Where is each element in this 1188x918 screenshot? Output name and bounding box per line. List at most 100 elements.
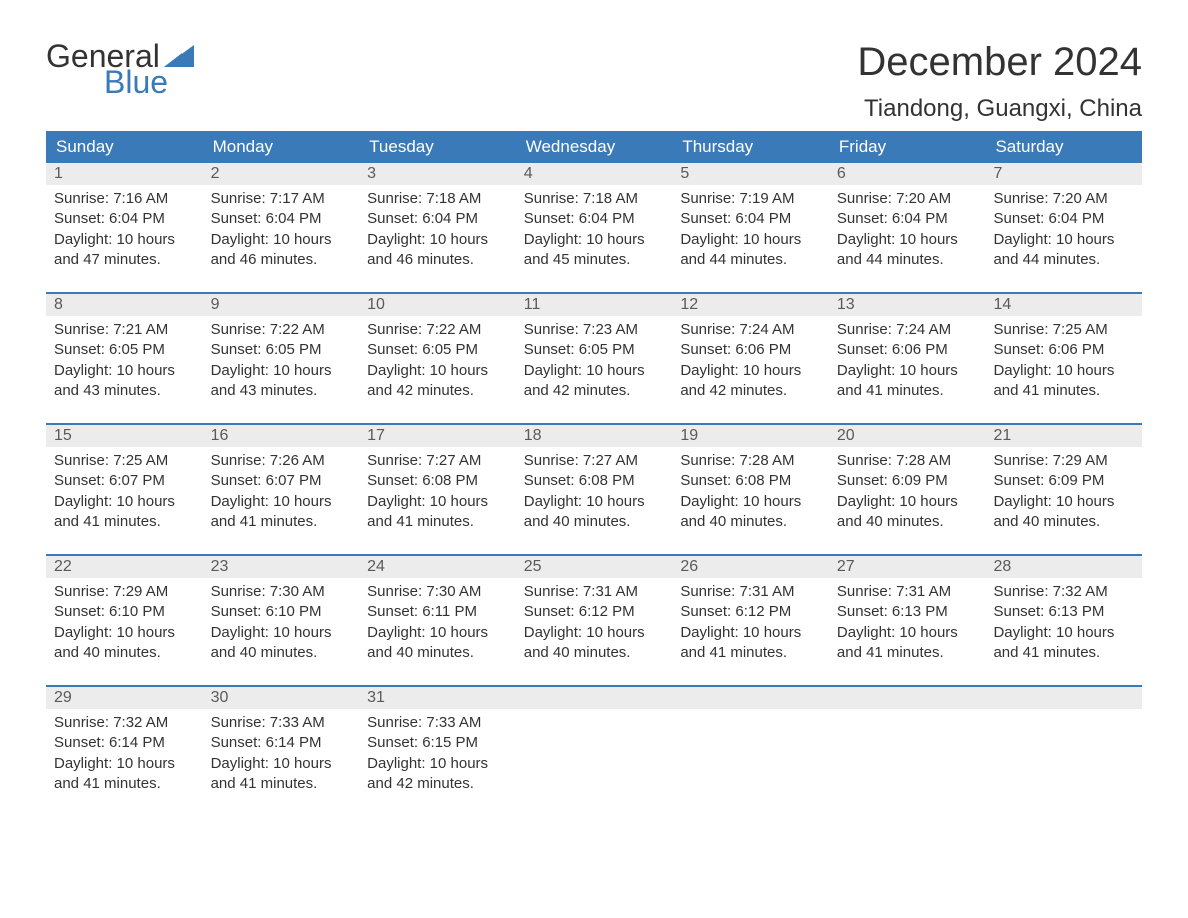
- sunset-text: Sunset: 6:04 PM: [211, 209, 352, 229]
- month-title: December 2024: [857, 40, 1142, 85]
- day-of-week-header: Sunday Monday Tuesday Wednesday Thursday…: [46, 131, 1142, 163]
- daylight-line-2: and 40 minutes.: [524, 643, 665, 663]
- sunset-text: Sunset: 6:14 PM: [54, 733, 195, 753]
- sunset-text: Sunset: 6:06 PM: [680, 340, 821, 360]
- calendar: Sunday Monday Tuesday Wednesday Thursday…: [46, 131, 1142, 802]
- daylight-line-1: Daylight: 10 hours: [837, 623, 978, 643]
- daylight-line-1: Daylight: 10 hours: [367, 361, 508, 381]
- sunset-text: Sunset: 6:06 PM: [837, 340, 978, 360]
- daylight-line-2: and 46 minutes.: [367, 250, 508, 270]
- day-number: 24: [359, 556, 516, 578]
- day-number: 20: [829, 425, 986, 447]
- sunset-text: Sunset: 6:04 PM: [54, 209, 195, 229]
- day-cell: 20Sunrise: 7:28 AMSunset: 6:09 PMDayligh…: [829, 425, 986, 540]
- day-body: Sunrise: 7:33 AMSunset: 6:14 PMDaylight:…: [203, 709, 360, 794]
- daylight-line-2: and 44 minutes.: [837, 250, 978, 270]
- day-number: 15: [46, 425, 203, 447]
- daylight-line-2: and 40 minutes.: [211, 643, 352, 663]
- daylight-line-1: Daylight: 10 hours: [54, 492, 195, 512]
- daylight-line-1: Daylight: 10 hours: [211, 492, 352, 512]
- day-body: Sunrise: 7:20 AMSunset: 6:04 PMDaylight:…: [829, 185, 986, 270]
- day-cell: 16Sunrise: 7:26 AMSunset: 6:07 PMDayligh…: [203, 425, 360, 540]
- sunrise-text: Sunrise: 7:24 AM: [680, 320, 821, 340]
- sunrise-text: Sunrise: 7:30 AM: [211, 582, 352, 602]
- day-body: Sunrise: 7:31 AMSunset: 6:13 PMDaylight:…: [829, 578, 986, 663]
- sunrise-text: Sunrise: 7:31 AM: [837, 582, 978, 602]
- day-cell: 22Sunrise: 7:29 AMSunset: 6:10 PMDayligh…: [46, 556, 203, 671]
- day-cell: 15Sunrise: 7:25 AMSunset: 6:07 PMDayligh…: [46, 425, 203, 540]
- sunrise-text: Sunrise: 7:16 AM: [54, 189, 195, 209]
- day-body: Sunrise: 7:22 AMSunset: 6:05 PMDaylight:…: [359, 316, 516, 401]
- day-number: 6: [829, 163, 986, 185]
- day-cell: 11Sunrise: 7:23 AMSunset: 6:05 PMDayligh…: [516, 294, 673, 409]
- day-cell: 25Sunrise: 7:31 AMSunset: 6:12 PMDayligh…: [516, 556, 673, 671]
- sunrise-text: Sunrise: 7:31 AM: [680, 582, 821, 602]
- day-body: Sunrise: 7:30 AMSunset: 6:11 PMDaylight:…: [359, 578, 516, 663]
- dow-saturday: Saturday: [985, 131, 1142, 163]
- day-cell: [516, 687, 673, 802]
- sunset-text: Sunset: 6:12 PM: [680, 602, 821, 622]
- day-body: Sunrise: 7:33 AMSunset: 6:15 PMDaylight:…: [359, 709, 516, 794]
- day-body: Sunrise: 7:28 AMSunset: 6:08 PMDaylight:…: [672, 447, 829, 532]
- day-number: 19: [672, 425, 829, 447]
- daylight-line-1: Daylight: 10 hours: [367, 230, 508, 250]
- daylight-line-2: and 40 minutes.: [837, 512, 978, 532]
- daylight-line-1: Daylight: 10 hours: [680, 492, 821, 512]
- daylight-line-2: and 41 minutes.: [211, 512, 352, 532]
- sunset-text: Sunset: 6:06 PM: [993, 340, 1134, 360]
- daylight-line-1: Daylight: 10 hours: [367, 623, 508, 643]
- day-number: 5: [672, 163, 829, 185]
- week-row: 29Sunrise: 7:32 AMSunset: 6:14 PMDayligh…: [46, 685, 1142, 802]
- dow-thursday: Thursday: [672, 131, 829, 163]
- daylight-line-2: and 41 minutes.: [993, 381, 1134, 401]
- day-body: Sunrise: 7:23 AMSunset: 6:05 PMDaylight:…: [516, 316, 673, 401]
- day-body: Sunrise: 7:25 AMSunset: 6:07 PMDaylight:…: [46, 447, 203, 532]
- day-body: Sunrise: 7:19 AMSunset: 6:04 PMDaylight:…: [672, 185, 829, 270]
- day-number: 13: [829, 294, 986, 316]
- sunrise-text: Sunrise: 7:27 AM: [367, 451, 508, 471]
- sunset-text: Sunset: 6:12 PM: [524, 602, 665, 622]
- day-cell: 12Sunrise: 7:24 AMSunset: 6:06 PMDayligh…: [672, 294, 829, 409]
- sunrise-text: Sunrise: 7:23 AM: [524, 320, 665, 340]
- sunset-text: Sunset: 6:05 PM: [367, 340, 508, 360]
- day-number: 14: [985, 294, 1142, 316]
- daylight-line-1: Daylight: 10 hours: [993, 361, 1134, 381]
- dow-sunday: Sunday: [46, 131, 203, 163]
- daylight-line-1: Daylight: 10 hours: [211, 361, 352, 381]
- daylight-line-2: and 40 minutes.: [680, 512, 821, 532]
- day-cell: 7Sunrise: 7:20 AMSunset: 6:04 PMDaylight…: [985, 163, 1142, 278]
- daylight-line-2: and 40 minutes.: [367, 643, 508, 663]
- day-body: Sunrise: 7:24 AMSunset: 6:06 PMDaylight:…: [672, 316, 829, 401]
- day-cell: 21Sunrise: 7:29 AMSunset: 6:09 PMDayligh…: [985, 425, 1142, 540]
- daylight-line-2: and 41 minutes.: [837, 643, 978, 663]
- day-cell: 17Sunrise: 7:27 AMSunset: 6:08 PMDayligh…: [359, 425, 516, 540]
- daylight-line-1: Daylight: 10 hours: [524, 230, 665, 250]
- sunset-text: Sunset: 6:04 PM: [524, 209, 665, 229]
- sunset-text: Sunset: 6:13 PM: [993, 602, 1134, 622]
- daylight-line-1: Daylight: 10 hours: [211, 623, 352, 643]
- daylight-line-2: and 42 minutes.: [680, 381, 821, 401]
- day-body: Sunrise: 7:16 AMSunset: 6:04 PMDaylight:…: [46, 185, 203, 270]
- day-number: 17: [359, 425, 516, 447]
- daylight-line-2: and 40 minutes.: [993, 512, 1134, 532]
- day-body: Sunrise: 7:20 AMSunset: 6:04 PMDaylight:…: [985, 185, 1142, 270]
- day-cell: 9Sunrise: 7:22 AMSunset: 6:05 PMDaylight…: [203, 294, 360, 409]
- daylight-line-2: and 43 minutes.: [211, 381, 352, 401]
- day-cell: 3Sunrise: 7:18 AMSunset: 6:04 PMDaylight…: [359, 163, 516, 278]
- daylight-line-2: and 42 minutes.: [367, 381, 508, 401]
- sunset-text: Sunset: 6:09 PM: [993, 471, 1134, 491]
- sunset-text: Sunset: 6:08 PM: [680, 471, 821, 491]
- day-cell: 23Sunrise: 7:30 AMSunset: 6:10 PMDayligh…: [203, 556, 360, 671]
- sunset-text: Sunset: 6:10 PM: [54, 602, 195, 622]
- daylight-line-1: Daylight: 10 hours: [54, 361, 195, 381]
- sunrise-text: Sunrise: 7:22 AM: [367, 320, 508, 340]
- day-cell: 26Sunrise: 7:31 AMSunset: 6:12 PMDayligh…: [672, 556, 829, 671]
- daylight-line-1: Daylight: 10 hours: [680, 623, 821, 643]
- day-number: [829, 687, 986, 709]
- daylight-line-2: and 41 minutes.: [54, 512, 195, 532]
- day-number: 10: [359, 294, 516, 316]
- day-number: 21: [985, 425, 1142, 447]
- day-number: 28: [985, 556, 1142, 578]
- sunrise-text: Sunrise: 7:19 AM: [680, 189, 821, 209]
- day-body: Sunrise: 7:22 AMSunset: 6:05 PMDaylight:…: [203, 316, 360, 401]
